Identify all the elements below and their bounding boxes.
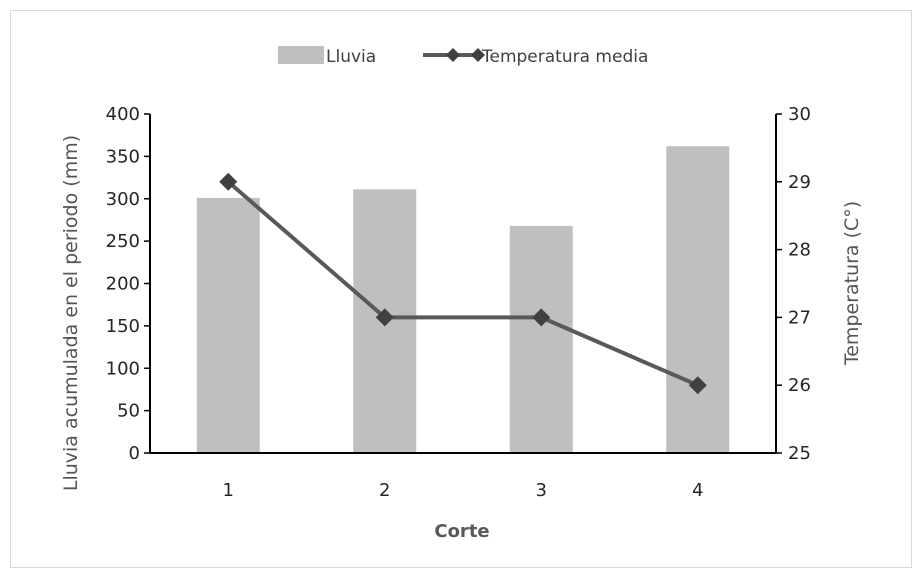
x-axis-title: Corte xyxy=(434,521,489,542)
y2-tick-label-29: 29 xyxy=(788,172,811,193)
bar-lluvia-1 xyxy=(196,197,260,453)
bar-lluvia-3 xyxy=(509,225,573,453)
x-tick-label-2: 2 xyxy=(379,480,390,501)
y-tick-label-100: 100 xyxy=(106,358,140,379)
y-axis-title: Lluvia acumulada en el periodo (mm) xyxy=(60,135,82,491)
legend-label-temperatura: Temperatura media xyxy=(481,47,648,67)
y-tick-label-200: 200 xyxy=(106,274,140,295)
y-tick-label-250: 250 xyxy=(106,231,140,252)
point-temperatura-2 xyxy=(375,308,394,327)
bars-layer xyxy=(196,146,730,454)
y2-tick-label-26: 26 xyxy=(788,375,811,396)
line-layer xyxy=(219,172,707,395)
point-temperatura-1 xyxy=(219,172,238,191)
axes-layer: 0 50 100 150 200 250 300 350 400 25 26 27 28 29 30 1 2 3 4 xyxy=(106,104,811,501)
chart-frame xyxy=(10,10,912,568)
y2-tick-label-30: 30 xyxy=(788,104,811,125)
bar-lluvia-4 xyxy=(666,146,730,453)
legend-marker-temperatura-end xyxy=(471,48,485,62)
legend-label-lluvia: Lluvia xyxy=(326,47,376,67)
y-tick-label-300: 300 xyxy=(106,189,140,210)
y-tick-label-0: 0 xyxy=(129,443,140,464)
y-tick-label-150: 150 xyxy=(106,316,140,337)
legend-marker-temperatura xyxy=(446,48,460,62)
y2-tick-label-27: 27 xyxy=(788,307,811,328)
point-temperatura-4 xyxy=(688,376,707,395)
x-tick-label-4: 4 xyxy=(692,480,703,501)
point-temperatura-3 xyxy=(532,308,551,327)
legend-swatch-lluvia xyxy=(278,46,324,64)
x-tick-label-1: 1 xyxy=(223,480,234,501)
line-temperatura-media xyxy=(226,180,699,388)
x-tick-label-3: 3 xyxy=(536,480,547,501)
y-tick-label-50: 50 xyxy=(117,401,140,422)
y-tick-label-400: 400 xyxy=(106,104,140,125)
y2-axis-title: Temperatura (C°) xyxy=(841,201,863,366)
y2-tick-label-28: 28 xyxy=(788,240,811,261)
legend: Lluvia Temperatura media xyxy=(278,46,648,67)
y2-tick-label-25: 25 xyxy=(788,443,811,464)
y-tick-label-350: 350 xyxy=(106,146,140,167)
